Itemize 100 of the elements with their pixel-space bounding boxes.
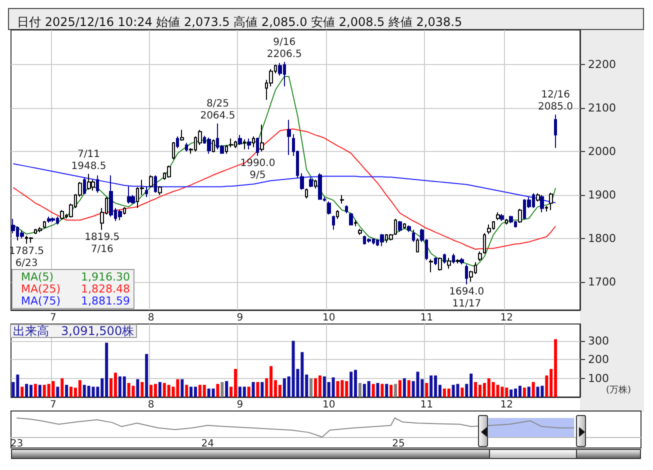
x-tick-label: 7 <box>50 400 56 410</box>
bar <box>310 378 313 397</box>
bar <box>212 388 215 397</box>
bar <box>25 384 28 397</box>
bar <box>92 386 95 397</box>
bar <box>56 386 60 397</box>
candlestick <box>389 234 393 242</box>
bar <box>425 382 428 397</box>
bar <box>38 384 42 397</box>
candlestick <box>465 264 468 285</box>
annotation: 1694.0 11/17 <box>449 286 484 310</box>
bar <box>402 378 406 397</box>
candlestick <box>109 174 113 218</box>
candlestick <box>172 142 175 160</box>
candlestick <box>47 216 51 224</box>
candlestick <box>518 208 522 224</box>
x-tick-label: 24 <box>201 438 214 450</box>
bar <box>500 386 504 397</box>
bar <box>145 354 148 397</box>
y-tick-label: 2000 <box>588 145 616 158</box>
bar <box>154 384 157 397</box>
y-tick-label: 100 <box>588 372 609 385</box>
candlestick <box>123 206 126 215</box>
candlestick <box>456 258 460 264</box>
bar <box>447 388 450 397</box>
candlestick <box>327 200 331 215</box>
bar <box>176 379 180 397</box>
candlestick <box>185 142 188 152</box>
bar <box>332 377 335 397</box>
bar <box>194 386 197 397</box>
candlestick <box>287 119 291 156</box>
bar <box>220 382 224 397</box>
bar <box>390 384 393 397</box>
candlestick <box>60 210 64 220</box>
annotation: 9/16 2206.5 <box>266 36 302 60</box>
bar <box>527 386 530 397</box>
candlestick <box>540 194 544 213</box>
candlestick <box>483 232 486 254</box>
bar <box>336 381 340 397</box>
candlestick <box>149 174 153 188</box>
candlestick <box>83 177 86 195</box>
bar <box>60 378 64 397</box>
bar <box>367 381 370 397</box>
bar <box>20 386 24 397</box>
x-tick-label: 8 <box>148 400 154 410</box>
bar <box>252 382 255 397</box>
x-tick-label: 12 <box>500 400 514 410</box>
candlestick <box>87 173 91 190</box>
bar <box>314 378 318 397</box>
bar <box>216 384 220 397</box>
bar <box>158 382 162 397</box>
y-tick-label: 1900 <box>588 188 616 202</box>
candlestick <box>300 172 304 190</box>
candlestick <box>96 174 99 194</box>
bar <box>394 384 398 397</box>
x-tick-label: 7 <box>50 312 56 324</box>
candlestick <box>238 134 242 146</box>
candlestick <box>225 144 228 154</box>
candlestick <box>260 124 264 152</box>
x-tick-label: 25 <box>392 438 405 450</box>
x-tick-label: 8 <box>148 312 154 324</box>
candlestick <box>212 138 215 153</box>
bar <box>132 386 135 397</box>
bar <box>430 375 433 397</box>
bar <box>225 381 228 397</box>
candlestick <box>247 138 251 150</box>
candlestick <box>380 234 384 247</box>
candlestick <box>127 186 131 204</box>
bar <box>385 384 388 397</box>
bar <box>78 380 82 397</box>
bar <box>474 382 478 397</box>
candlestick <box>305 188 308 199</box>
candlestick <box>256 137 259 156</box>
bar <box>202 384 206 397</box>
bar <box>350 372 353 397</box>
candlestick <box>332 215 335 230</box>
candlestick <box>496 212 500 221</box>
bar <box>190 386 193 397</box>
bar <box>376 382 380 397</box>
y-tick-label: 1700 <box>588 275 616 288</box>
candlestick <box>43 220 46 228</box>
annotation: 1,916.30 <box>81 270 130 284</box>
bar <box>185 384 188 397</box>
candlestick <box>349 212 353 226</box>
candlestick <box>487 224 491 235</box>
candlestick <box>447 257 451 270</box>
bar <box>532 382 535 397</box>
candlestick <box>29 236 33 244</box>
bar <box>372 384 375 397</box>
candlestick <box>398 220 402 232</box>
candlestick <box>509 215 513 224</box>
candlestick <box>154 174 157 194</box>
y-axis-title: (万株) <box>606 384 632 396</box>
x-tick-label: 9 <box>236 312 244 324</box>
chart-title: 出来高 3,091,500株 <box>13 324 134 338</box>
bar <box>456 384 460 397</box>
y-tick-label: 2200 <box>588 58 616 72</box>
candlestick <box>478 250 482 262</box>
candlestick <box>403 222 406 230</box>
candlestick <box>207 137 211 154</box>
